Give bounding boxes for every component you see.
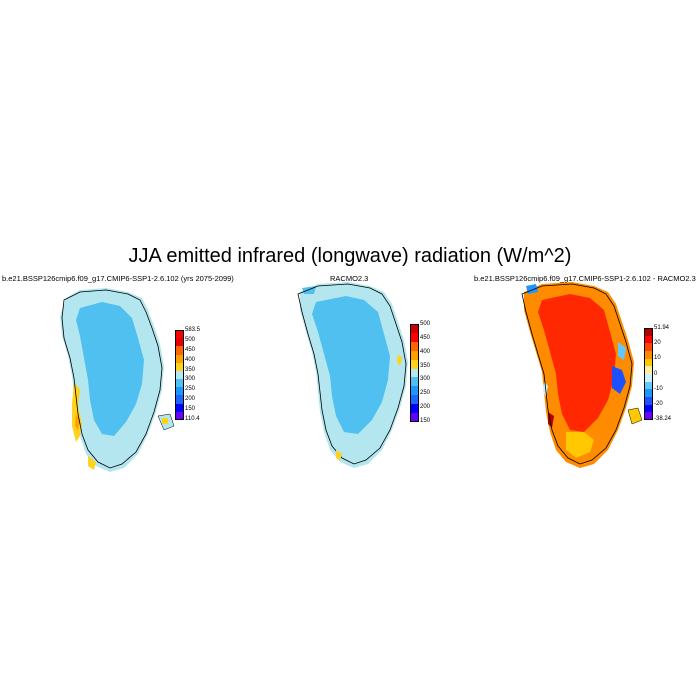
- colorbar-swatch: [645, 335, 652, 344]
- colorbar-swatch: [411, 350, 418, 360]
- colorbar-tick-label: 400: [185, 356, 196, 363]
- ice-sheet-anomaly: [538, 294, 616, 432]
- colorbar-swatch: [411, 413, 418, 422]
- colorbar-tick-label: 350: [185, 366, 196, 373]
- colorbar-tick-label: 200: [185, 396, 196, 403]
- coastline: [297, 283, 407, 465]
- colorbar-swatch: [411, 332, 418, 342]
- colorbar-tick-label: -20: [654, 400, 663, 407]
- colorbar-tick-label: 250: [185, 386, 196, 393]
- colorbar-swatch: [645, 366, 652, 374]
- colorbar-swatches: [175, 330, 184, 420]
- east-coast-cold: [612, 366, 626, 394]
- colorbar-tick-label: 500: [185, 336, 196, 343]
- colorbar-swatch: [645, 343, 652, 351]
- colorbar-swatch: [176, 346, 183, 355]
- greenland-map-model: [60, 288, 175, 472]
- colorbar-swatch: [411, 359, 418, 369]
- colorbar-tick-label: 583.5: [185, 327, 201, 333]
- colorbar-swatch: [411, 377, 418, 387]
- colorbar-tick-label: 250: [420, 390, 431, 397]
- west-coast-orange: [75, 414, 80, 430]
- colorbar-swatch: [411, 386, 418, 396]
- colorbar-tick-label: -10: [654, 385, 663, 392]
- colorbar-swatch: [176, 338, 183, 347]
- colorbar-swatch: [176, 387, 183, 396]
- colorbar-tick-label: 10: [654, 355, 661, 362]
- west-coast-warm: [72, 382, 82, 442]
- greenland-map-racmo: [297, 282, 408, 468]
- panel-model: b.e21.BSSP126cmip6.f09_g17.CMIP6-SSP1-2.…: [0, 274, 234, 474]
- colorbar-swatch: [176, 403, 183, 412]
- colorbar-swatch: [176, 379, 183, 388]
- ice-sheet: [312, 296, 390, 434]
- panel-difference: b.e21.BSSP126cmip6.f09_g17.CMIP6-SSP1-2.…: [468, 274, 700, 474]
- colorbar-swatch: [176, 395, 183, 404]
- colorbar-swatch: [645, 389, 652, 397]
- colorbar-racmo: 500 450 400 350 300 250 200 150: [410, 321, 450, 424]
- colorbar-swatch: [645, 358, 652, 367]
- greenland-map-difference: [521, 282, 643, 468]
- colorbar-swatch: [645, 374, 652, 382]
- east-coast-cool: [618, 342, 626, 360]
- colorbar-tick-label: -38.24: [654, 416, 672, 422]
- colorbar-tick-label: 450: [185, 346, 196, 353]
- panel-title: RACMO2.3: [330, 274, 369, 283]
- island: [627, 407, 643, 425]
- south-tip-warm: [88, 456, 96, 470]
- colorbar-tick-label: 500: [420, 321, 431, 327]
- colorbar-swatch: [176, 354, 183, 363]
- colorbar-tick-label: 150: [185, 406, 196, 413]
- island-warm: [162, 418, 168, 424]
- panel-racmo: RACMO2.3 500 450 400 350 300 250 200 150: [234, 274, 467, 474]
- colorbar-tick-label: 350: [420, 362, 431, 369]
- colorbar-swatches: [644, 328, 653, 420]
- colorbar-tick-label: 110.4: [185, 416, 200, 422]
- colorbar-tick-label: 300: [420, 376, 431, 383]
- coastline: [521, 283, 633, 465]
- colorbar-swatch: [411, 341, 418, 351]
- south-tip-warm: [336, 450, 342, 460]
- colorbar-swatch: [176, 370, 183, 380]
- colorbar-tick-label: 20: [654, 340, 661, 347]
- panel-title: b.e21.BSSP126cmip6.f09_g17.CMIP6-SSP1-2.…: [2, 274, 234, 283]
- coastline: [61, 289, 163, 469]
- ice-sheet: [76, 302, 144, 436]
- colorbar-swatch: [645, 404, 652, 413]
- panel-title: b.e21.BSSP126cmip6.f09_g17.CMIP6-SSP1-2.…: [474, 274, 696, 283]
- colorbar-swatch: [645, 328, 652, 336]
- colorbar-tick-label: 51.94: [654, 325, 670, 331]
- colorbar-tick-label: 150: [420, 418, 431, 424]
- colorbar-tick-label: 300: [185, 376, 196, 383]
- colorbar-swatch: [645, 351, 652, 359]
- colorbar-swatch: [411, 404, 418, 414]
- east-coast-warm: [397, 354, 402, 366]
- colorbar-swatch: [645, 397, 652, 405]
- colorbar-swatch: [176, 330, 183, 339]
- colorbar-swatch: [411, 324, 418, 333]
- colorbar-swatch: [645, 412, 652, 420]
- colorbar-tick-label: 200: [420, 404, 431, 411]
- south-anomaly: [566, 432, 594, 458]
- figure-title: JJA emitted infrared (longwave) radiatio…: [128, 245, 572, 267]
- colorbar-swatch: [645, 381, 652, 390]
- colorbar-tick-label: 400: [420, 348, 431, 355]
- colorbar-swatch: [411, 368, 418, 378]
- colorbar-tick-label: 0: [654, 370, 658, 377]
- colorbar-swatch: [176, 362, 183, 371]
- colorbar-model: 583.5 500 450 400 350 300 250 200 150 110.4: [175, 327, 215, 422]
- colorbar-swatch: [411, 395, 418, 405]
- colorbar-difference: 51.94 20 10 0 -10 -20 -38.24: [644, 325, 684, 422]
- colorbar-tick-label: 450: [420, 334, 431, 341]
- colorbar-swatches: [410, 324, 419, 422]
- colorbar-swatch: [176, 411, 183, 420]
